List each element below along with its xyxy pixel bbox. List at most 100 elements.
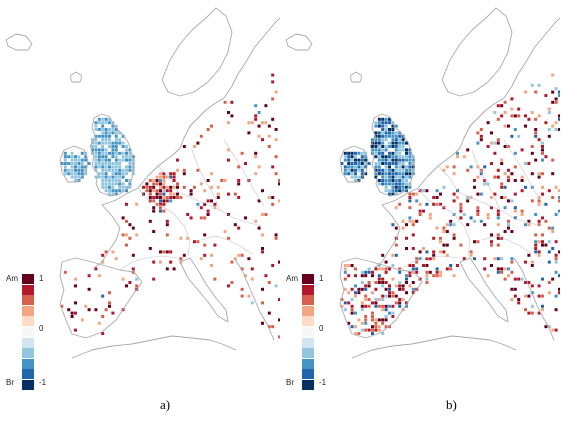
grid-cell [94, 134, 98, 138]
grid-cell [408, 270, 412, 274]
grid-cell [80, 172, 84, 176]
grid-cell [159, 182, 162, 186]
grid-cell [537, 138, 541, 142]
grid-cell [97, 172, 101, 176]
grid-cell [203, 243, 207, 247]
grid-cell [551, 158, 555, 162]
grid-cell [111, 124, 115, 128]
grid-cell [547, 281, 551, 284]
grid-cell [101, 315, 105, 318]
grid-cell [394, 168, 398, 172]
grid-cell [374, 121, 378, 125]
grid-cell [452, 233, 456, 237]
grid-cell [537, 175, 541, 179]
grid-cell [391, 315, 395, 318]
grid-cell [483, 182, 487, 186]
grid-cell [101, 185, 105, 189]
grid-cell [80, 162, 84, 165]
grid-cell [128, 281, 132, 284]
legend-tick-max: 1 [319, 274, 324, 283]
grid-cell [439, 240, 442, 244]
grid-cell [384, 304, 388, 308]
grid-cell [547, 226, 551, 230]
grid-cell [537, 172, 541, 176]
grid-cell [343, 264, 347, 267]
grid-cell [227, 236, 230, 240]
grid-cell [527, 162, 531, 165]
grid-cell [274, 233, 278, 237]
grid-cell [114, 172, 118, 176]
legend-swatch [302, 358, 314, 369]
grid-cell [517, 301, 521, 305]
grid-cell [449, 264, 453, 267]
grid-cell [152, 260, 156, 264]
grid-cell [343, 172, 347, 176]
grid-cell [350, 175, 354, 179]
grid-cell [398, 301, 402, 305]
grid-cell [169, 192, 173, 196]
grid-cell [97, 151, 101, 155]
grid-cell [510, 97, 514, 101]
grid-cell [520, 148, 524, 152]
grid-cell [547, 107, 551, 111]
grid-cell [118, 138, 122, 142]
grid-cell [94, 158, 98, 162]
grid-cell [371, 270, 374, 274]
grid-cell [371, 332, 374, 335]
grid-cell [152, 206, 156, 210]
grid-cell [74, 155, 77, 159]
grid-cell [371, 311, 374, 315]
grid-cell [104, 179, 108, 182]
grid-cell [377, 304, 381, 308]
grid-cell [466, 199, 470, 203]
grid-cell [496, 141, 500, 145]
grid-cell [534, 131, 538, 135]
grid-cell [101, 151, 105, 155]
grid-cell [405, 223, 408, 227]
grid-cell [388, 284, 391, 288]
grid-cell [162, 182, 166, 186]
grid-cell [408, 196, 412, 199]
grid-cell [371, 148, 374, 152]
grid-cell [439, 236, 442, 240]
grid-cell [418, 202, 422, 206]
grid-cell [240, 287, 244, 291]
grid-cell [199, 134, 203, 138]
grid-cell [513, 206, 517, 210]
grid-cell [244, 274, 247, 278]
grid-cell [524, 294, 527, 298]
grid-cell [125, 284, 128, 288]
grid-cell [524, 308, 527, 312]
grid-cell [394, 162, 398, 165]
grid-cell [381, 294, 385, 298]
grid-cell [401, 155, 405, 159]
grid-cell [401, 145, 405, 148]
grid-cell [210, 264, 213, 267]
grid-cell [108, 151, 111, 155]
grid-cell [199, 182, 203, 186]
grid-cell [513, 192, 517, 196]
grid-cell [500, 158, 504, 162]
grid-cell [432, 274, 436, 278]
grid-cell [152, 230, 156, 233]
grid-cell [401, 287, 405, 291]
grid-cell [558, 274, 560, 278]
grid-cell [384, 267, 388, 271]
grid-cell [343, 287, 347, 291]
grid-cell [388, 189, 391, 193]
grid-cell [452, 236, 456, 240]
grid-cell [104, 131, 108, 135]
grid-cell [534, 250, 538, 254]
grid-cell [364, 287, 368, 291]
legend-swatch [302, 337, 314, 348]
legend-swatch [22, 305, 34, 316]
grid-cell [84, 304, 88, 308]
grid-cell [503, 277, 507, 281]
grid-cell [114, 192, 118, 196]
grid-cell [381, 284, 385, 288]
grid-cell [111, 192, 115, 196]
grid-cell [114, 182, 118, 186]
grid-cell [77, 168, 81, 172]
grid-cell [398, 175, 402, 179]
grid-cell [466, 223, 470, 227]
